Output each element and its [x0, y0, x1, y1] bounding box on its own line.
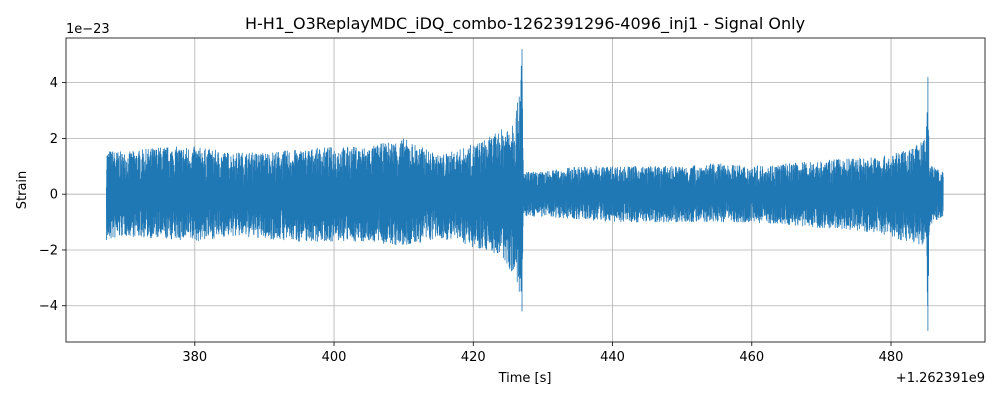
x-tick-label: 460 — [739, 350, 764, 365]
chart-title: H-H1_O3ReplayMDC_iDQ_combo-1262391296-40… — [245, 14, 805, 34]
y-tick-label: 2 — [50, 132, 58, 147]
x-tick-label: 380 — [182, 350, 207, 365]
x-offset-label: +1.262391e9 — [896, 371, 985, 386]
y-axis-label: Strain — [15, 171, 30, 210]
x-tick-label: 420 — [461, 350, 486, 365]
plot-frame — [65, 37, 986, 343]
y-scale-label: 1e−23 — [66, 22, 110, 37]
axis-ticks: 380 400 420 440 460 480 −4 −2 0 2 4 — [39, 76, 904, 365]
y-tick-label: −4 — [39, 299, 58, 314]
x-tick-label: 480 — [879, 350, 904, 365]
x-tick-label: 440 — [600, 350, 625, 365]
x-tick-label: 400 — [322, 350, 347, 365]
x-axis-label: Time [s] — [498, 371, 552, 386]
y-tick-label: 0 — [50, 188, 58, 203]
y-tick-label: 4 — [50, 76, 58, 91]
strain-series — [105, 49, 944, 331]
strain-line — [105, 49, 944, 331]
y-tick-label: −2 — [39, 243, 58, 258]
